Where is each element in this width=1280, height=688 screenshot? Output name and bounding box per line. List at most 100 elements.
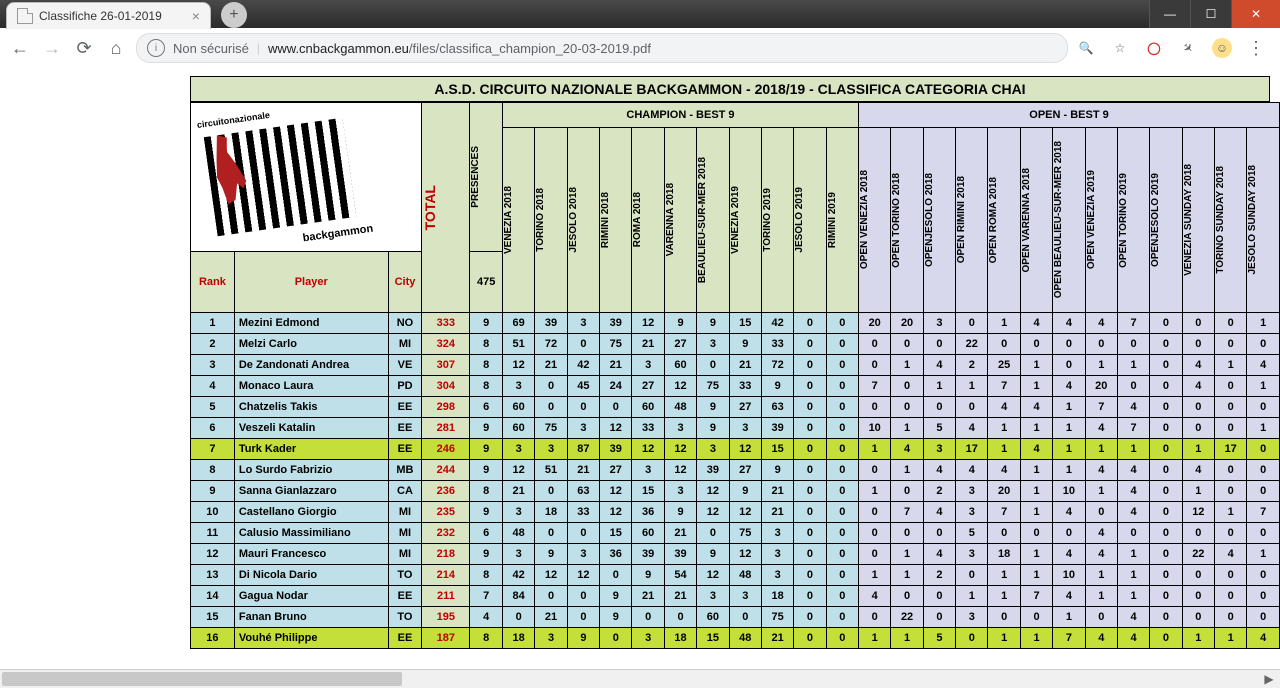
champ-cell: 0: [697, 355, 729, 376]
player-cell: Turk Kader: [234, 439, 388, 460]
browser-tab[interactable]: Classifiche 26-01-2019 ×: [6, 2, 211, 29]
champ-cell: 9: [729, 334, 761, 355]
champ-cell: 9: [697, 397, 729, 418]
champ-cell: 12: [535, 565, 567, 586]
open-cell: 1: [956, 586, 988, 607]
open-cell: 7: [1247, 502, 1280, 523]
scroll-right-icon[interactable]: ▶: [1260, 670, 1278, 688]
open-cell: 3: [956, 502, 988, 523]
champ-cell: 0: [567, 607, 599, 628]
open-cell: 0: [1053, 355, 1085, 376]
open-cell: 1: [1247, 418, 1280, 439]
open-cell: 0: [956, 565, 988, 586]
profile-avatar[interactable]: ☺: [1212, 38, 1232, 58]
zoom-icon[interactable]: 🔍: [1076, 38, 1096, 58]
open-cell: 0: [923, 397, 955, 418]
player-cell: Mezini Edmond: [234, 313, 388, 334]
forward-button[interactable]: →: [40, 36, 64, 60]
address-bar-row: ← → ⟳ ⌂ i Non sécurisé | www.cnbackgammo…: [0, 28, 1280, 69]
open-cell: 0: [1117, 523, 1149, 544]
city-cell: PD: [388, 376, 422, 397]
champ-cell: 18: [502, 628, 534, 649]
champ-cell: 0: [826, 334, 858, 355]
back-button[interactable]: ←: [8, 36, 32, 60]
table-row: 15Fanan BrunoTO1954021090060075000220300…: [191, 607, 1280, 628]
open-cell: 1: [1085, 439, 1117, 460]
horizontal-scrollbar[interactable]: ▶: [0, 669, 1280, 688]
champ-cell: 42: [502, 565, 534, 586]
champ-cell: 75: [535, 418, 567, 439]
champ-cell: 0: [794, 355, 826, 376]
champ-cell: 3: [567, 313, 599, 334]
champ-col-7: VENEZIA 2019: [730, 182, 741, 258]
new-tab-button[interactable]: +: [221, 2, 247, 28]
champ-cell: 21: [567, 460, 599, 481]
champ-cell: 0: [600, 565, 632, 586]
open-cell: 7: [859, 376, 891, 397]
address-bar[interactable]: i Non sécurisé | www.cnbackgammon.eu/fil…: [136, 33, 1068, 63]
table-row: 7Turk KaderEE246933873912123121500143171…: [191, 439, 1280, 460]
open-col-0: OPEN VENEZIA 2018: [859, 166, 870, 273]
pdf-viewport[interactable]: A.S.D. CIRCUITO NAZIONALE BACKGAMMON - 2…: [0, 68, 1280, 668]
champ-cell: 51: [535, 460, 567, 481]
champ-cell: 36: [632, 502, 664, 523]
open-col-6: OPEN BEAULIEU-SUR-MER 2018: [1053, 137, 1064, 302]
points-cell: 333: [422, 313, 470, 334]
champ-cell: 21: [600, 355, 632, 376]
open-cell: 0: [891, 397, 923, 418]
open-cell: 0: [859, 355, 891, 376]
champ-cell: 3: [535, 439, 567, 460]
scrollbar-thumb[interactable]: [2, 672, 402, 686]
open-cell: 5: [956, 523, 988, 544]
logo: circuitonazionalebackgammon: [186, 96, 374, 258]
send-icon[interactable]: ✈: [1174, 34, 1202, 62]
menu-dots-icon[interactable]: ⋮: [1246, 38, 1266, 58]
points-cell: 232: [422, 523, 470, 544]
open-cell: 1: [923, 376, 955, 397]
open-cell: 0: [1085, 334, 1117, 355]
table-row: 8Lo Surdo FabrizioMB24491251212731239279…: [191, 460, 1280, 481]
champ-cell: 3: [697, 586, 729, 607]
player-cell: Mauri Francesco: [234, 544, 388, 565]
rank-cell: 16: [191, 628, 235, 649]
champ-cell: 42: [567, 355, 599, 376]
open-cell: 3: [923, 439, 955, 460]
points-cell: 236: [422, 481, 470, 502]
close-tab-icon[interactable]: ×: [192, 8, 200, 24]
champ-cell: 75: [729, 523, 761, 544]
open-col-2: OPENJESOLO 2018: [924, 169, 935, 271]
open-cell: 0: [1053, 523, 1085, 544]
open-cell: 0: [1150, 565, 1182, 586]
open-cell: 1: [859, 439, 891, 460]
champ-cell: 3: [502, 502, 534, 523]
home-button[interactable]: ⌂: [104, 36, 128, 60]
site-info-icon[interactable]: i: [147, 39, 165, 57]
open-cell: 10: [1053, 565, 1085, 586]
champ-cell: 12: [697, 481, 729, 502]
city-cell: MI: [388, 544, 422, 565]
open-cell: 0: [1182, 334, 1214, 355]
reload-button[interactable]: ⟳: [72, 36, 96, 60]
city-cell: TO: [388, 607, 422, 628]
bookmark-star-icon[interactable]: ☆: [1110, 38, 1130, 58]
champ-cell: 0: [600, 397, 632, 418]
champ-cell: 3: [567, 418, 599, 439]
champ-cell: 84: [502, 586, 534, 607]
open-cell: 4: [1182, 460, 1214, 481]
open-cell: 0: [859, 544, 891, 565]
open-cell: 0: [1117, 334, 1149, 355]
champ-cell: 0: [826, 502, 858, 523]
city-cell: EE: [388, 418, 422, 439]
open-cell: 4: [1117, 628, 1149, 649]
open-cell: 20: [891, 313, 923, 334]
open-cell: 1: [1053, 460, 1085, 481]
presences-cell: 6: [470, 523, 503, 544]
champ-col-9: JESOLO 2019: [794, 183, 805, 257]
adblock-icon[interactable]: ◯: [1144, 38, 1164, 58]
champ-cell: 9: [697, 418, 729, 439]
open-col-4: OPEN ROMA 2018: [988, 173, 999, 267]
points-cell: 195: [422, 607, 470, 628]
open-cell: 7: [891, 502, 923, 523]
open-col-12: JESOLO SUNDAY 2018: [1247, 161, 1258, 279]
table-row: 11Calusio MassimilianoMI2326480015602107…: [191, 523, 1280, 544]
